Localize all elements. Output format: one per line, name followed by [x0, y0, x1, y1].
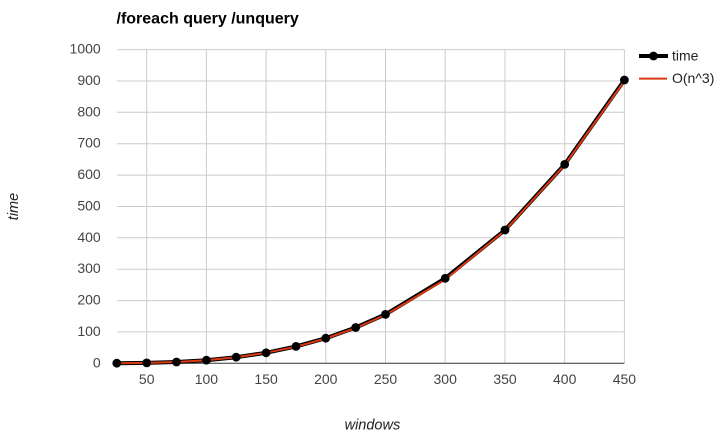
svg-text:1000: 1000	[70, 41, 101, 57]
svg-text:350: 350	[493, 371, 517, 387]
svg-text:600: 600	[77, 166, 101, 182]
svg-text:/foreach query /unquery: /foreach query /unquery	[117, 11, 299, 28]
svg-text:250: 250	[374, 371, 398, 387]
svg-text:450: 450	[613, 371, 637, 387]
svg-text:100: 100	[195, 371, 219, 387]
svg-text:200: 200	[314, 371, 338, 387]
svg-text:200: 200	[77, 292, 101, 308]
svg-text:150: 150	[254, 371, 278, 387]
svg-text:time: time	[672, 47, 699, 63]
svg-text:400: 400	[77, 229, 101, 245]
svg-text:300: 300	[434, 371, 458, 387]
svg-text:700: 700	[77, 135, 101, 151]
svg-text:50: 50	[139, 371, 155, 387]
svg-text:O(n^3): O(n^3)	[672, 70, 714, 86]
svg-text:400: 400	[553, 371, 577, 387]
svg-text:windows: windows	[345, 418, 401, 434]
svg-text:800: 800	[77, 103, 101, 119]
svg-text:100: 100	[77, 323, 101, 339]
svg-text:900: 900	[77, 72, 101, 88]
svg-text:500: 500	[77, 198, 101, 214]
svg-text:time: time	[6, 193, 22, 220]
svg-text:300: 300	[77, 260, 101, 276]
svg-text:0: 0	[93, 354, 101, 370]
